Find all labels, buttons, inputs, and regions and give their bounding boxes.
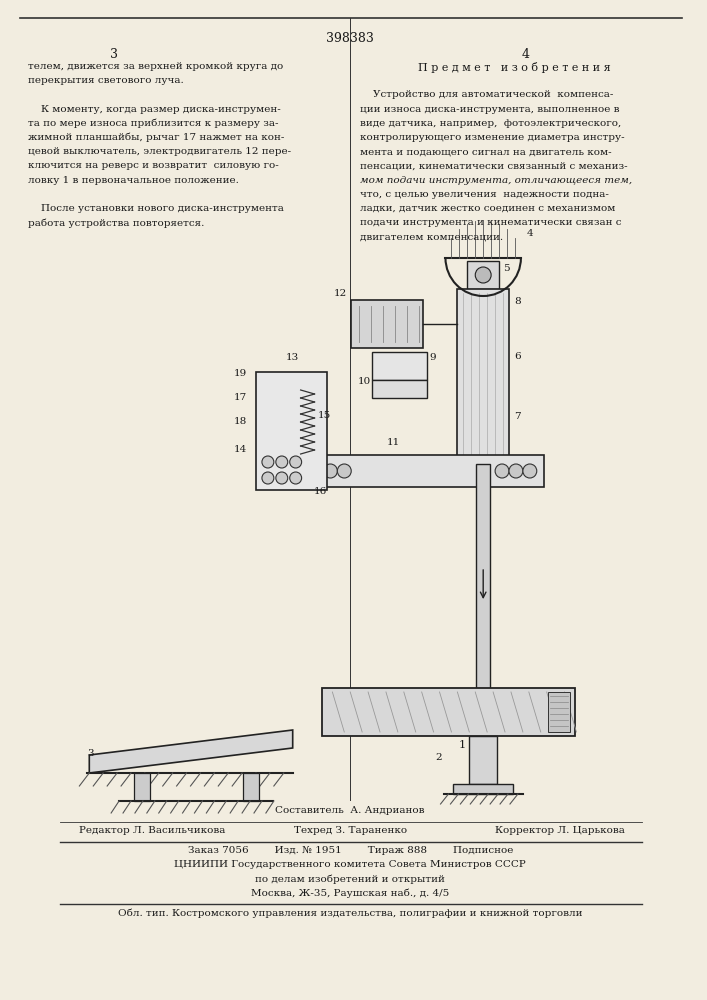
Text: Редактор Л. Васильчикова: Редактор Л. Васильчикова [79,826,226,835]
Bar [134,773,150,801]
Text: ловку 1 в первоначальное положение.: ловку 1 в первоначальное положение. [28,176,239,185]
Text: 398383: 398383 [327,32,374,45]
Text: 6: 6 [514,352,520,361]
Text: подачи инструмента и кинематически связан с: подачи инструмента и кинематически связа… [360,218,621,227]
Text: Составитель  А. Андрианов: Составитель А. Андрианов [276,806,425,815]
Text: 3: 3 [110,48,118,61]
Text: жимной планшайбы, рычаг 17 нажмет на кон-: жимной планшайбы, рычаг 17 нажмет на кон… [28,133,284,142]
Text: 15: 15 [317,411,331,420]
Bar [351,300,423,348]
Bar [372,380,426,398]
Text: пенсации, кинематически связанный с механиз-: пенсации, кинематически связанный с меха… [360,161,628,170]
Text: 19: 19 [234,369,247,378]
Text: цевой выключатель, электродвигатель 12 пере-: цевой выключатель, электродвигатель 12 п… [28,147,291,156]
Text: Устройство для автоматической  компенса-: Устройство для автоматической компенса- [360,90,614,99]
Text: мента и подающего сигнал на двигатель ком-: мента и подающего сигнал на двигатель ко… [360,147,612,156]
Text: Техред З. Тараненко: Техред З. Тараненко [293,826,407,835]
Polygon shape [89,730,293,773]
Bar [322,688,575,736]
Text: 14: 14 [234,445,247,454]
Bar [256,372,327,490]
Bar [457,289,509,464]
Text: по делам изобретений и открытий: по делам изобретений и открытий [255,874,445,884]
Circle shape [262,456,274,468]
Text: виде датчика, например,  фотоэлектрического,: виде датчика, например, фотоэлектрическо… [360,119,621,128]
Text: мом подачи инструмента, отличающееся тем,: мом подачи инструмента, отличающееся тем… [360,176,632,185]
Text: 18: 18 [234,417,247,426]
Text: 13: 13 [286,353,299,362]
Text: ключится на реверс и возвратит  силовую го-: ключится на реверс и возвратит силовую г… [28,161,279,170]
Circle shape [495,464,509,478]
Text: Обл. тип. Костромского управления издательства, полиграфии и книжной торговли: Обл. тип. Костромского управления издате… [118,908,583,918]
Text: 4: 4 [522,48,530,61]
Bar [303,455,544,487]
Text: перекрытия светового луча.: перекрытия светового луча. [28,76,184,85]
Bar [453,784,513,794]
Circle shape [310,464,323,478]
Circle shape [276,472,288,484]
Bar [477,464,490,690]
Text: 9: 9 [430,353,436,362]
Text: 8: 8 [514,297,520,306]
Text: Корректор Л. Царькова: Корректор Л. Царькова [495,826,625,835]
Circle shape [276,456,288,468]
Text: К моменту, когда размер диска-инструмен-: К моменту, когда размер диска-инструмен- [28,105,281,114]
Text: что, с целью увеличения  надежности подна-: что, с целью увеличения надежности подна… [360,190,609,199]
Text: ции износа диска-инструмента, выполненное в: ции износа диска-инструмента, выполненно… [360,105,619,114]
Text: После установки нового диска-инструмента: После установки нового диска-инструмента [28,204,284,213]
Text: 7: 7 [514,412,520,421]
Bar [243,773,259,801]
Bar [467,261,499,289]
Text: 11: 11 [387,438,400,447]
Text: 1: 1 [458,740,465,750]
Circle shape [475,267,491,283]
Text: ладки, датчик жестко соединен с механизмом: ладки, датчик жестко соединен с механизм… [360,204,616,213]
Text: та по мере износа приблизится к размеру за-: та по мере износа приблизится к размеру … [28,119,279,128]
Circle shape [290,456,302,468]
Text: 5: 5 [503,264,510,273]
Bar [372,352,426,380]
Circle shape [262,472,274,484]
Circle shape [290,472,302,484]
Text: Заказ 7056        Изд. № 1951        Тираж 888        Подписное: Заказ 7056 Изд. № 1951 Тираж 888 Подписн… [187,846,513,855]
Text: 4: 4 [527,229,534,238]
Text: П р е д м е т   и з о б р е т е н и я: П р е д м е т и з о б р е т е н и я [418,62,610,73]
Bar [469,736,497,784]
Text: 17: 17 [234,393,247,402]
Text: 12: 12 [334,289,346,298]
Text: контролирующего изменение диаметра инстру-: контролирующего изменение диаметра инстр… [360,133,625,142]
Text: Москва, Ж-35, Раушская наб., д. 4/5: Москва, Ж-35, Раушская наб., д. 4/5 [251,888,450,898]
Text: 3: 3 [87,749,94,758]
Circle shape [509,464,523,478]
Circle shape [523,464,537,478]
Circle shape [323,464,337,478]
Text: 10: 10 [358,377,371,386]
Text: работа устройства повторяется.: работа устройства повторяется. [28,218,204,228]
Text: 2: 2 [436,753,442,762]
Bar [548,692,570,732]
Text: ЦНИИПИ Государственного комитета Совета Министров СССР: ЦНИИПИ Государственного комитета Совета … [175,860,526,869]
Text: телем, движется за верхней кромкой круга до: телем, движется за верхней кромкой круга… [28,62,283,71]
Circle shape [337,464,351,478]
Text: 16: 16 [313,487,327,496]
Text: двигателем компенсации.: двигателем компенсации. [360,232,503,241]
